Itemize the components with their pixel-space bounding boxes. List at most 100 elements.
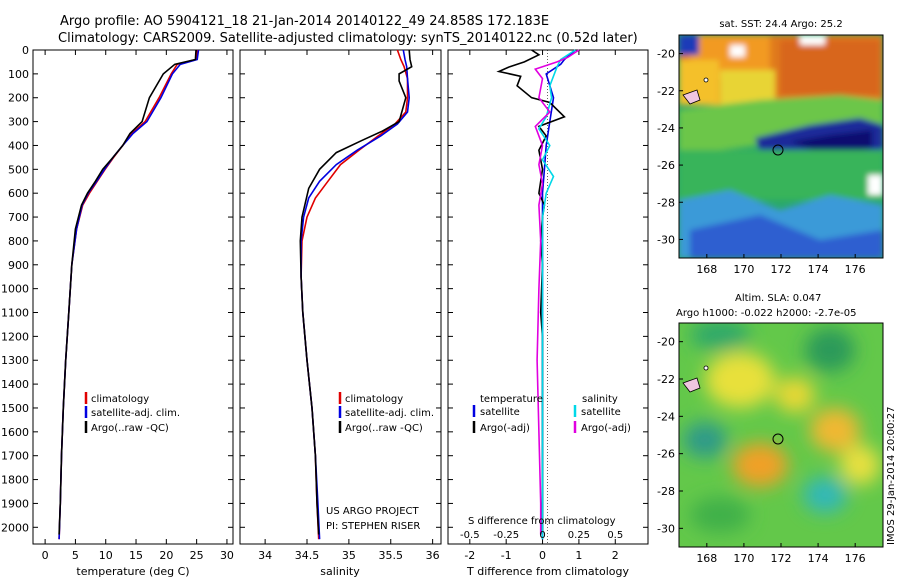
salinity-profile-chart: 34 34.5 35 35.5 36 salinity climatology sate… <box>239 49 442 578</box>
lon-tick-label: 176 <box>845 263 866 276</box>
island-shape <box>703 77 709 83</box>
y-tick-label: 1800 <box>1 474 29 487</box>
x-tick-label: 10 <box>99 549 113 562</box>
series-line-salinity-argo-adj- <box>533 49 580 535</box>
salinity-legend: climatology satellite-adj. clim. Argo(..… <box>338 392 434 434</box>
y-tick-label: 1500 <box>1 402 29 415</box>
legend-t-satellite-label: satellite <box>480 407 520 418</box>
series-line-climatology <box>58 49 199 540</box>
argo-location-marker <box>772 433 784 445</box>
series-line-climatology <box>300 49 409 540</box>
y-tick-label: 100 <box>8 68 29 81</box>
legend-climatology-label: climatology <box>91 394 149 405</box>
lat-tick-label: -26 <box>657 159 675 172</box>
y-tick-label: 1200 <box>1 330 29 343</box>
x-tick-label: -2 <box>464 549 475 562</box>
y-tick-label: 1600 <box>1 426 29 439</box>
lat-tick-label: -20 <box>657 336 675 349</box>
y-tick-label: 1700 <box>1 450 29 463</box>
sla-map-title-line2: Argo h1000: -0.022 h2000: -2.7e-05 <box>676 308 857 319</box>
difference-plot-frame <box>447 49 649 545</box>
s-difference-axis: -0.5 -0.25 0 0.25 0.5 <box>460 530 623 541</box>
series-line-argo-raw-qc- <box>58 49 197 535</box>
series-line-argo-raw-qc- <box>299 49 413 535</box>
series-line-temperature-argo-adj- <box>496 49 566 535</box>
y-tick-label: 1900 <box>1 497 29 510</box>
sla-longitude-axis: 168 170 172 174 176 <box>696 543 866 565</box>
y-tick-label: 700 <box>8 211 29 224</box>
x-tick-label: 25 <box>190 549 204 562</box>
lon-tick-label: 168 <box>696 552 717 565</box>
credit-line1: US ARGO PROJECT <box>326 506 420 517</box>
lon-tick-label: 168 <box>696 263 717 276</box>
temperature-axis: 0 5 10 15 20 25 30 <box>42 50 234 562</box>
s-diff-tick-label: -0.5 <box>460 530 480 541</box>
legend-s-satellite-label: satellite <box>581 407 621 418</box>
x-tick-label: 0 <box>42 549 49 562</box>
legend-satellite-label: satellite-adj. clim. <box>345 408 434 419</box>
lon-tick-label: 174 <box>808 263 829 276</box>
s-difference-axis-label: S difference from climatology <box>468 516 616 527</box>
y-tick-label: 300 <box>8 116 29 129</box>
sla-map-title-line1: Altim. SLA: 0.047 <box>735 293 821 304</box>
lat-tick-label: -22 <box>657 373 675 386</box>
salinity-series <box>299 49 413 540</box>
y-tick-label: 600 <box>8 187 29 200</box>
y-tick-label: 800 <box>8 235 29 248</box>
legend-satellite-label: satellite-adj. clim. <box>91 408 180 419</box>
x-tick-label: 34.5 <box>295 549 320 562</box>
difference-profile-chart: -2 -1 0 1 2 -0.5 -0.25 0 0.25 0.5 S difference f… <box>447 49 649 578</box>
legend-climatology-label: climatology <box>345 394 403 405</box>
island-shape <box>682 377 701 393</box>
temperature-plot-frame <box>32 49 234 545</box>
lon-tick-label: 172 <box>771 263 792 276</box>
difference-series <box>496 49 580 540</box>
sst-longitude-axis: 168 170 172 174 176 <box>696 254 866 276</box>
y-tick-label: 500 <box>8 163 29 176</box>
header-title-line2: Climatology: CARS2009. Satellite-adjuste… <box>58 31 638 46</box>
lat-tick-label: -28 <box>657 196 675 209</box>
x-tick-label: 20 <box>159 549 173 562</box>
legend-argo-label: Argo(..raw -QC) <box>91 423 169 434</box>
s-diff-tick-label: 0.5 <box>607 530 623 541</box>
lon-tick-label: 172 <box>771 552 792 565</box>
series-line-satellite-adj-clim- <box>300 49 411 540</box>
legend-temperature-heading: temperature <box>480 394 543 405</box>
lat-tick-label: -22 <box>657 85 675 98</box>
temperature-legend: climatology satellite-adj. clim. Argo(..… <box>84 392 180 434</box>
lat-tick-label: -24 <box>657 122 675 135</box>
lon-tick-label: 176 <box>845 552 866 565</box>
lat-tick-label: -28 <box>657 485 675 498</box>
y-tick-label: 1300 <box>1 354 29 367</box>
x-tick-label: -1 <box>501 549 512 562</box>
sst-map-title: sat. SST: 24.4 Argo: 25.2 <box>719 19 842 30</box>
x-tick-label: 1 <box>575 549 582 562</box>
y-tick-label: 900 <box>8 259 29 272</box>
salinity-axis: 34 34.5 35 35.5 36 <box>258 50 440 562</box>
x-tick-label: 34 <box>258 549 272 562</box>
s-diff-tick-label: 0 <box>539 530 545 541</box>
x-tick-label: 2 <box>612 549 619 562</box>
lon-tick-label: 174 <box>808 552 829 565</box>
x-tick-label: 35 <box>342 549 356 562</box>
salinity-plot-frame <box>239 49 442 545</box>
t-difference-axis-label: T difference from climatology <box>466 565 629 578</box>
y-tick-label: 1400 <box>1 378 29 391</box>
x-tick-label: 15 <box>129 549 143 562</box>
salinity-axis-label: salinity <box>320 565 360 578</box>
legend-s-argo-label: Argo(-adj) <box>581 423 631 434</box>
y-tick-label: 0 <box>22 44 29 57</box>
y-tick-label: 1100 <box>1 307 29 320</box>
legend-salinity-heading: salinity <box>582 394 618 405</box>
x-tick-label: 30 <box>220 549 234 562</box>
header-title-line1: Argo profile: AO 5904121_18 21-Jan-2014 … <box>60 14 549 29</box>
lon-tick-label: 170 <box>733 263 754 276</box>
difference-y-ticks <box>448 49 648 528</box>
series-line-salinity-satellite <box>537 49 576 540</box>
pressure-axis: 0 100 200 300 400 500 600 700 800 900 1000 1100 1200… <box>1 44 233 534</box>
sst-latitude-axis: -20 -22 -24 -26 -28 -30 <box>657 48 683 246</box>
lat-tick-label: -20 <box>657 48 675 61</box>
sla-map: Altim. SLA: 0.047 Argo h1000: -0.022 h20… <box>657 293 884 565</box>
temperature-series <box>58 49 200 540</box>
